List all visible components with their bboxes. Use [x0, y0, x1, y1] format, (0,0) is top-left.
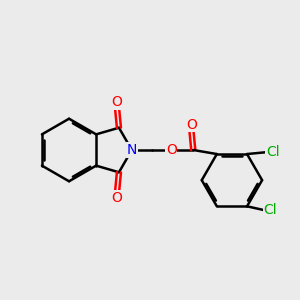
Text: O: O: [186, 118, 197, 132]
Text: Cl: Cl: [266, 145, 280, 159]
Text: O: O: [166, 143, 177, 157]
Text: O: O: [112, 191, 122, 205]
Text: N: N: [127, 143, 137, 157]
Text: O: O: [112, 95, 122, 109]
Text: Cl: Cl: [263, 203, 277, 217]
